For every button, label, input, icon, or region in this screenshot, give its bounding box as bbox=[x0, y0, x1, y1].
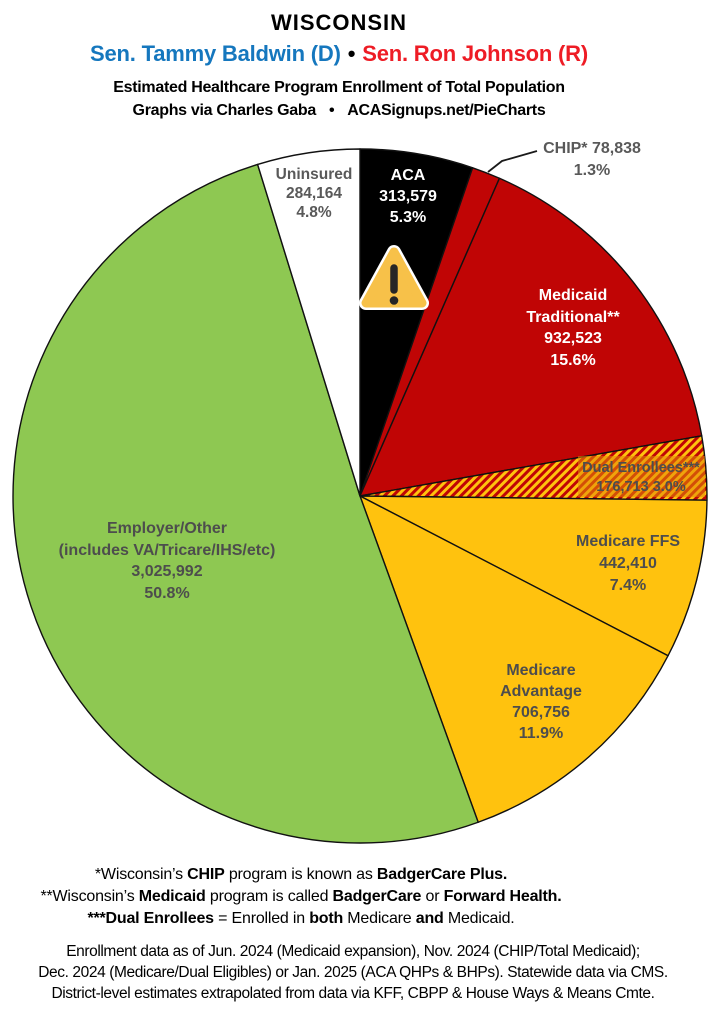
senators-line: Sen. Tammy Baldwin (D) • Sen. Ron Johnson … bbox=[0, 41, 678, 67]
source-line-2: Dec. 2024 (Medicare/Dual Eligibles) or J… bbox=[38, 964, 668, 981]
dual-label-bg bbox=[578, 456, 705, 497]
pie-slice-medicare_ffs bbox=[359, 495, 708, 657]
footnote-dual: ***Dual Enrollees = Enrolled in both Med… bbox=[87, 910, 515, 927]
slice-label-uninsured: Uninsured 284,164 4.8% bbox=[276, 166, 353, 221]
slice-label-aca: ACA 313,579 5.3% bbox=[379, 167, 437, 226]
pie-labels: ACA 313,579 5.3% CHIP* 78,838 1.3% Medicaid Tr… bbox=[59, 140, 705, 742]
slice-label-medicare_ffs: Medicare FFS 442,410 7.4% bbox=[576, 533, 680, 594]
credit-line: Graphs via Charles Gaba • ACASignups.net/P… bbox=[0, 102, 678, 120]
footnotes: *Wisconsin’s CHIP program is known as Ba… bbox=[0, 864, 602, 930]
chip-leader-line bbox=[487, 150, 538, 173]
footnote-chip: *Wisconsin’s CHIP program is known as Ba… bbox=[94, 866, 508, 883]
slice-label-dual: Dual Enrollees*** 176,713 3.0% bbox=[582, 460, 700, 495]
footnote-medicaid: **Wisconsin’s Medicaid program is called… bbox=[40, 888, 562, 905]
warning-icon bbox=[359, 245, 429, 310]
slice-label-chip: CHIP* 78,838 1.3% bbox=[543, 140, 641, 179]
pie-slices bbox=[12, 148, 708, 844]
credit-bullet: • bbox=[328, 102, 335, 119]
source-line-1: Enrollment data as of Jun. 2024 (Medicai… bbox=[66, 943, 640, 960]
slice-label-medicaid: Medicaid Traditional** 932,523 15.6% bbox=[526, 287, 620, 369]
senator-dem: Sen. Tammy Baldwin (D) bbox=[90, 41, 341, 66]
credit-author: Graphs via Charles Gaba bbox=[132, 102, 317, 119]
credit-site: ACASignups.net/PieCharts bbox=[347, 102, 546, 119]
source-line-3: District-level estimates extrapolated fr… bbox=[51, 985, 655, 1002]
pie-slice-medicare_advantage bbox=[359, 495, 669, 823]
slice-label-medicare_advantage: Medicare Advantage 706,756 11.9% bbox=[500, 662, 582, 742]
senators-bullet: • bbox=[347, 41, 356, 66]
senator-rep: Sen. Ron Johnson (R) bbox=[362, 41, 588, 66]
pie-slice-medicaid bbox=[359, 177, 703, 497]
slice-label-employer: Employer/Other (includes VA/Tricare/IHS/e… bbox=[59, 520, 276, 602]
state-title: WISCONSIN bbox=[270, 10, 408, 35]
pie-slice-employer bbox=[12, 163, 479, 844]
source-note: Enrollment data as of Jun. 2024 (Medicai… bbox=[0, 941, 706, 1004]
pie-slice-uninsured bbox=[256, 148, 361, 497]
chart-subtitle: Estimated Healthcare Program Enrollment … bbox=[113, 79, 565, 96]
